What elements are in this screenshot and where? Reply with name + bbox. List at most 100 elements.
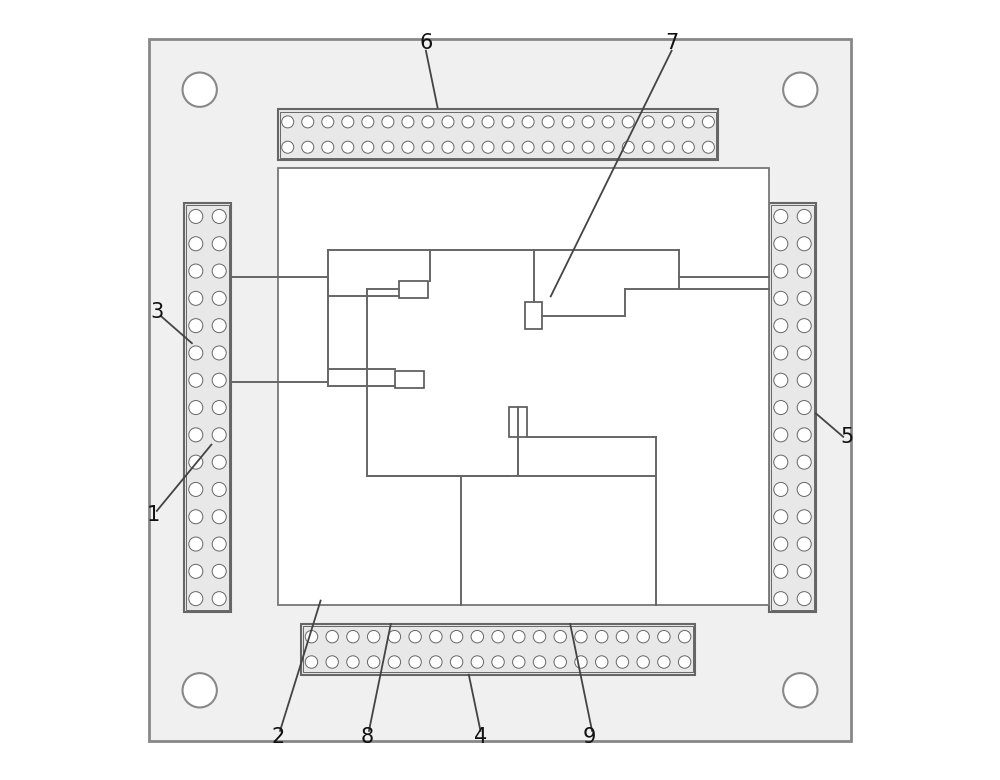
Circle shape	[575, 656, 587, 668]
Circle shape	[367, 656, 380, 668]
Circle shape	[797, 237, 811, 251]
Circle shape	[347, 630, 359, 643]
Bar	[303, 626, 693, 672]
Circle shape	[774, 346, 788, 360]
Circle shape	[595, 656, 608, 668]
Circle shape	[482, 116, 494, 128]
Circle shape	[492, 630, 504, 643]
Circle shape	[409, 656, 421, 668]
Circle shape	[513, 630, 525, 643]
Text: 8: 8	[361, 727, 374, 747]
Circle shape	[662, 116, 674, 128]
Circle shape	[282, 116, 294, 128]
Circle shape	[189, 346, 203, 360]
Circle shape	[774, 264, 788, 278]
Bar	[525, 302, 542, 329]
Text: 5: 5	[840, 427, 854, 447]
Circle shape	[212, 591, 226, 605]
Circle shape	[302, 116, 314, 128]
Circle shape	[183, 73, 217, 107]
Bar	[280, 112, 716, 158]
Bar	[301, 624, 695, 675]
Circle shape	[183, 673, 217, 707]
Circle shape	[797, 291, 811, 305]
Circle shape	[342, 116, 354, 128]
Circle shape	[642, 141, 654, 153]
Circle shape	[450, 656, 463, 668]
Circle shape	[774, 510, 788, 524]
Circle shape	[774, 237, 788, 251]
Circle shape	[797, 456, 811, 470]
Circle shape	[797, 591, 811, 605]
Circle shape	[622, 141, 634, 153]
Bar	[395, 371, 424, 388]
Circle shape	[642, 116, 654, 128]
Circle shape	[616, 656, 629, 668]
Circle shape	[797, 537, 811, 551]
Circle shape	[502, 141, 514, 153]
Circle shape	[774, 291, 788, 305]
Circle shape	[658, 630, 670, 643]
Text: 9: 9	[583, 727, 596, 747]
Circle shape	[774, 427, 788, 441]
Circle shape	[189, 537, 203, 551]
Circle shape	[212, 318, 226, 332]
Circle shape	[462, 116, 474, 128]
Circle shape	[774, 482, 788, 496]
Circle shape	[595, 630, 608, 643]
Circle shape	[302, 141, 314, 153]
Circle shape	[342, 141, 354, 153]
Circle shape	[602, 116, 614, 128]
Circle shape	[326, 630, 338, 643]
Circle shape	[774, 537, 788, 551]
Circle shape	[702, 116, 714, 128]
Circle shape	[347, 656, 359, 668]
Circle shape	[637, 656, 649, 668]
Circle shape	[212, 291, 226, 305]
Circle shape	[797, 209, 811, 223]
Circle shape	[471, 630, 484, 643]
Circle shape	[682, 141, 694, 153]
Circle shape	[482, 141, 494, 153]
Circle shape	[402, 141, 414, 153]
Circle shape	[212, 482, 226, 496]
Circle shape	[797, 346, 811, 360]
Circle shape	[189, 373, 203, 387]
Circle shape	[362, 141, 374, 153]
Circle shape	[522, 141, 534, 153]
Circle shape	[492, 656, 504, 668]
Circle shape	[554, 630, 566, 643]
Circle shape	[658, 656, 670, 668]
Circle shape	[462, 141, 474, 153]
Circle shape	[212, 373, 226, 387]
Circle shape	[388, 656, 401, 668]
Circle shape	[774, 564, 788, 579]
Circle shape	[212, 264, 226, 278]
Circle shape	[533, 630, 546, 643]
Text: 3: 3	[150, 302, 163, 322]
Circle shape	[797, 264, 811, 278]
Circle shape	[189, 209, 203, 223]
Bar	[769, 203, 816, 612]
Circle shape	[562, 116, 574, 128]
Circle shape	[430, 656, 442, 668]
Circle shape	[382, 116, 394, 128]
Circle shape	[797, 427, 811, 441]
Circle shape	[797, 482, 811, 496]
Bar	[278, 168, 769, 604]
Circle shape	[322, 116, 334, 128]
Circle shape	[774, 209, 788, 223]
Bar	[186, 205, 229, 610]
Circle shape	[602, 141, 614, 153]
Circle shape	[702, 141, 714, 153]
Circle shape	[212, 456, 226, 470]
Text: 4: 4	[474, 727, 487, 747]
Circle shape	[542, 141, 554, 153]
Circle shape	[189, 591, 203, 605]
Circle shape	[678, 656, 691, 668]
Circle shape	[774, 591, 788, 605]
Circle shape	[502, 116, 514, 128]
Circle shape	[582, 116, 594, 128]
Circle shape	[305, 656, 318, 668]
Bar	[771, 205, 814, 610]
